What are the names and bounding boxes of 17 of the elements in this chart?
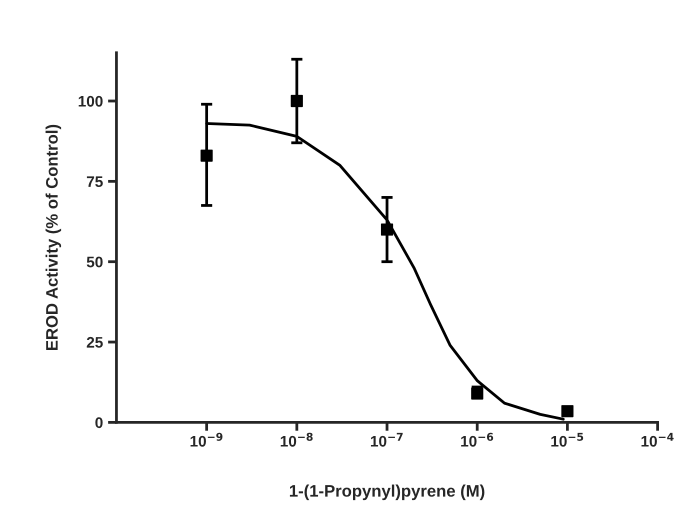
y-tick-label: 75: [86, 176, 103, 188]
x-axis-title: 1-(1-Propynyl)pyrene (M): [290, 484, 484, 500]
y-tick-label: 0: [95, 417, 103, 428]
x-tick-label: 10$^{−7}$: [370, 432, 403, 447]
x-tick-label: 10$^{−9}$: [190, 432, 222, 447]
y-tick-label: 50: [86, 256, 103, 268]
point: [200, 150, 213, 162]
point: [290, 94, 303, 108]
x-tick-label: 10$^{−8}$: [280, 432, 313, 447]
y-axis-title: EROD Activity (% of Control): [46, 124, 62, 350]
x-tick-label: 10$^{−4}$: [642, 432, 674, 447]
point: [380, 223, 394, 236]
y-tick-label: 25: [86, 336, 103, 348]
y-tick-label: 100: [78, 96, 103, 107]
point: [561, 405, 574, 418]
x-tick-label: 10$^{−5}$: [551, 432, 584, 447]
x-tick-label: 10$^{−6}$: [461, 432, 494, 447]
